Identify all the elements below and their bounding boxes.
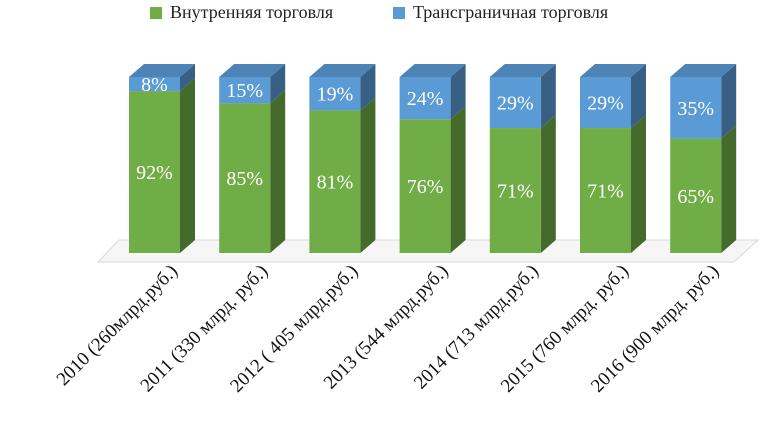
legend-item-crossborder: Трансграничная торговля (393, 2, 608, 23)
bar-domestic (309, 110, 361, 253)
bar-side-crossborder (540, 64, 556, 129)
bar-crossborder (489, 77, 541, 129)
bar-domestic (489, 128, 541, 253)
data-label-crossborder: 15% (226, 80, 263, 102)
bar-side-crossborder (450, 64, 466, 120)
bar-side-domestic (721, 125, 737, 253)
bar-top-crossborder (399, 64, 466, 77)
bar-side-crossborder (270, 64, 286, 104)
bar-crossborder (670, 77, 722, 139)
bar-side-domestic (540, 115, 556, 253)
legend: Внутренняя торговля Трансграничная торго… (0, 0, 775, 26)
data-label-domestic: 71% (497, 181, 534, 203)
legend-swatch-domestic (150, 6, 162, 19)
bar-top-crossborder (219, 64, 286, 77)
bar-side-crossborder (631, 64, 646, 129)
bar-top-crossborder (489, 64, 556, 77)
bar-side-domestic (450, 106, 466, 254)
data-label-domestic: 92% (136, 162, 173, 184)
legend-swatch-crossborder (393, 6, 405, 19)
data-label-crossborder: 8% (141, 74, 168, 96)
bar-crossborder (580, 77, 631, 129)
data-label-crossborder: 35% (677, 98, 714, 120)
data-label-domestic: 71% (587, 181, 624, 203)
data-label-crossborder: 24% (407, 88, 444, 110)
data-label-domestic: 76% (407, 176, 444, 198)
bar-side-domestic (631, 115, 646, 253)
bar-crossborder (309, 77, 361, 111)
bar-top-crossborder (129, 64, 195, 77)
bar-side-domestic (180, 78, 195, 253)
bar-side-crossborder (180, 64, 195, 92)
bar-side-domestic (360, 97, 376, 253)
bar-domestic (129, 91, 180, 253)
bar-top-crossborder (670, 64, 737, 77)
bar-domestic (399, 119, 451, 254)
bar-crossborder (129, 77, 180, 92)
data-label-crossborder: 19% (317, 84, 354, 106)
data-label-crossborder: 29% (587, 93, 624, 115)
bar-side-domestic (270, 90, 286, 254)
bar-top-crossborder (309, 64, 376, 77)
bar-domestic (580, 128, 631, 253)
data-label-domestic: 81% (317, 172, 354, 194)
legend-label-domestic: Внутренняя торговля (170, 2, 334, 22)
bar-crossborder (219, 77, 271, 104)
data-label-domestic: 65% (677, 186, 714, 208)
bar-side-crossborder (360, 64, 376, 111)
bar-top-crossborder (580, 64, 646, 77)
data-label-domestic: 85% (226, 168, 263, 190)
data-label-crossborder: 29% (497, 93, 534, 115)
bar-domestic (219, 103, 271, 254)
bar-domestic (670, 138, 722, 253)
legend-label-crossborder: Трансграничная торговля (413, 2, 609, 22)
bar-side-crossborder (721, 64, 737, 139)
legend-item-domestic: Внутренняя торговля (150, 2, 333, 23)
bar-crossborder (399, 77, 451, 120)
